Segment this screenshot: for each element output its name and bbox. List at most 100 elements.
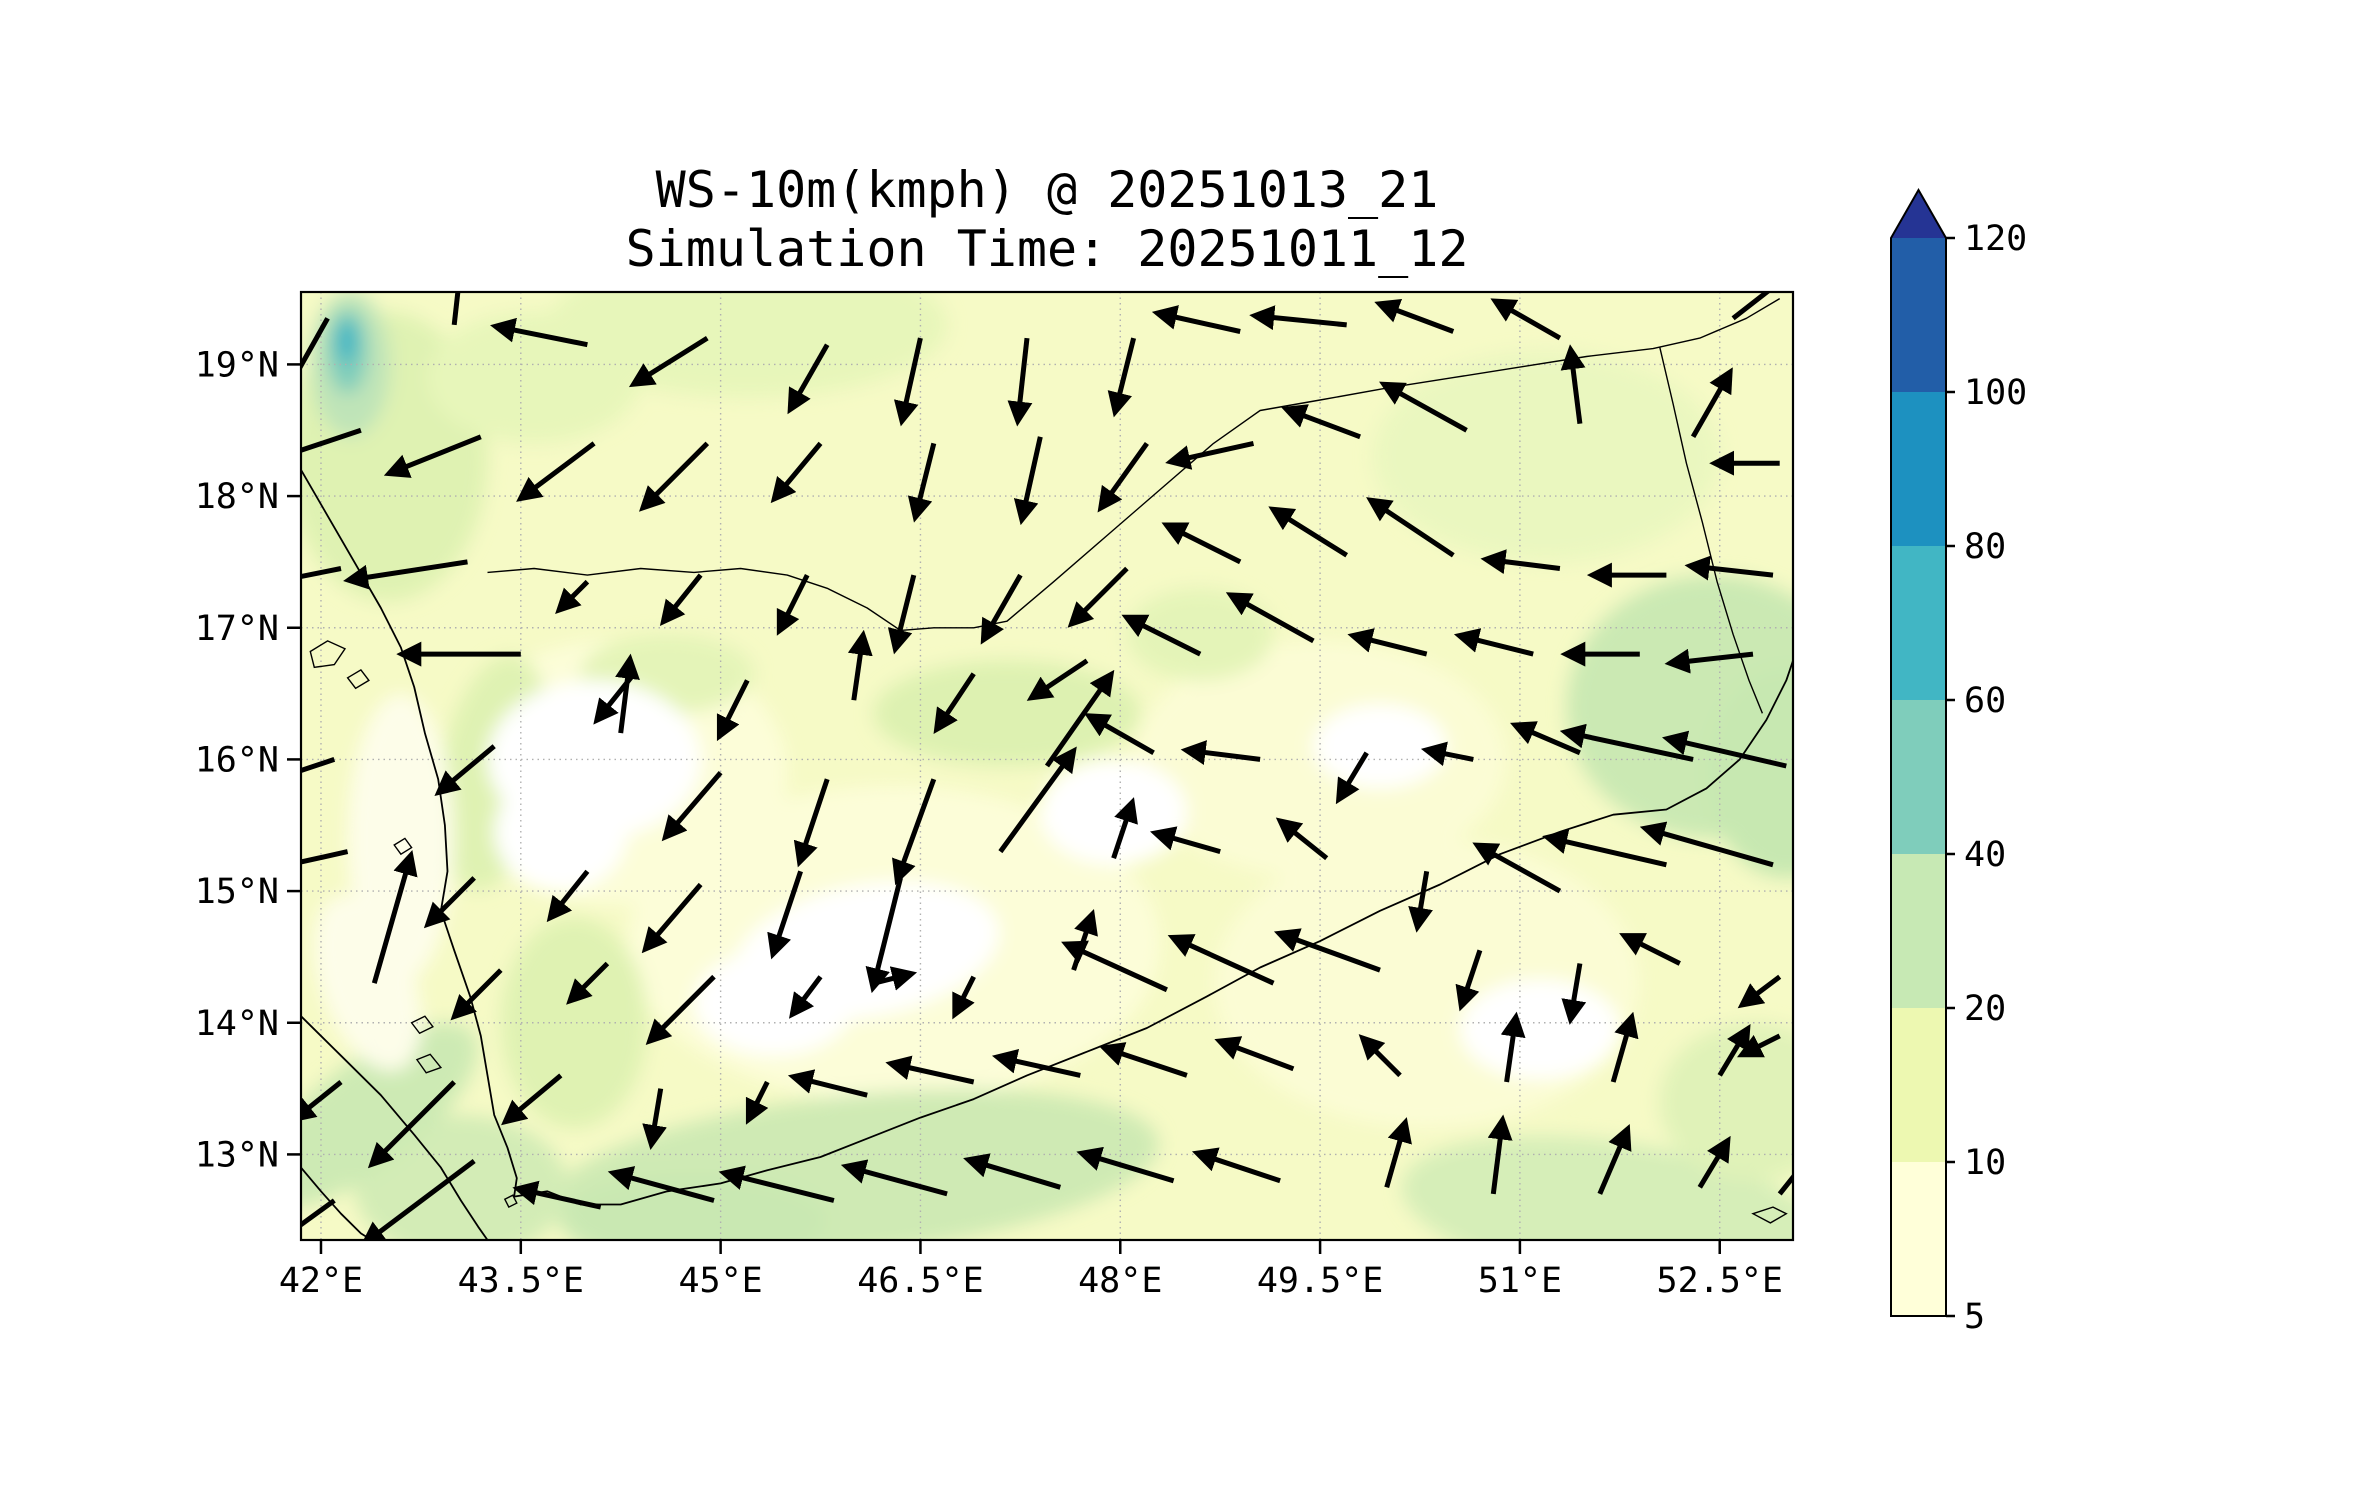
wind-arrow <box>1067 566 1129 628</box>
contour-blob <box>494 772 628 892</box>
wind-arrow <box>1161 522 1242 565</box>
contour-blob <box>694 950 854 1056</box>
wind-arrow <box>628 335 709 388</box>
country-border <box>1659 347 1764 714</box>
wind-arrow <box>787 1069 868 1098</box>
wind-arrow <box>1408 870 1433 933</box>
wind-arrow <box>793 778 830 868</box>
wind-arrow <box>555 579 590 615</box>
wind-arrow <box>1180 740 1261 765</box>
contour-blob <box>873 660 1141 766</box>
wind-arrow <box>638 441 710 512</box>
wind-arrow <box>1191 1147 1281 1184</box>
wind-arrow <box>1107 337 1137 418</box>
wind-arrow <box>907 442 937 523</box>
wind-arrow <box>840 1159 948 1197</box>
wind-arrow <box>301 317 330 371</box>
wind-arrow <box>1149 826 1221 855</box>
x-tick-label: 43.5°E <box>458 1261 584 1301</box>
wind-arrow <box>423 876 476 929</box>
colorbar-segment <box>1891 854 1946 1008</box>
contour-blob <box>1040 759 1187 865</box>
wind-arrow <box>1275 817 1329 861</box>
wind-arrow-layer <box>301 292 1793 1240</box>
y-tick-label: 18°N <box>195 477 279 517</box>
wind-arrow <box>1347 628 1428 657</box>
contour-blob <box>1460 979 1620 1080</box>
wind-arrow <box>1731 292 1771 321</box>
wind-arrow <box>998 746 1077 854</box>
wind-arrow <box>659 573 703 626</box>
wind-arrow <box>1384 1117 1412 1188</box>
contour-blob <box>301 1022 478 1207</box>
wind-arrow <box>1684 555 1774 581</box>
wind-arrow <box>980 573 1023 645</box>
y-axis: 13°N 14°N 15°N 16°N 17°N 18°N 19°N <box>195 345 301 1175</box>
wind-arrow <box>1273 928 1381 973</box>
wind-arrow <box>1661 730 1787 769</box>
colorbar-tick-label: 80 <box>1964 527 2006 567</box>
wind-arrow <box>1281 404 1361 440</box>
wind-arrow <box>1167 934 1275 986</box>
wind-arrow <box>371 849 418 984</box>
wind-arrow <box>1490 298 1562 341</box>
wind-arrow <box>1379 381 1468 433</box>
plot-frame <box>299 290 1795 1242</box>
wind-arrow <box>367 1080 456 1169</box>
wind-arrow <box>1358 1034 1402 1078</box>
colorbar-tick-label: 120 <box>1964 219 2027 259</box>
island-outline <box>309 640 347 669</box>
wind-arrow <box>1542 829 1667 868</box>
wind-arrow <box>1249 305 1347 331</box>
contour-blob <box>1659 1022 1793 1181</box>
wind-arrow <box>546 869 590 923</box>
wind-arrow <box>1487 1114 1513 1195</box>
wind-arrow <box>1268 506 1349 558</box>
colorbar-tick-label: 40 <box>1964 835 2006 875</box>
colorbar-tick-label: 60 <box>1964 681 2006 721</box>
wind-arrow <box>933 672 976 735</box>
wind-arrow <box>615 653 640 734</box>
wind-arrow <box>873 966 918 991</box>
coastline <box>301 469 1793 1206</box>
wind-arrow <box>1420 741 1474 767</box>
wind-arrow <box>343 559 468 590</box>
x-axis: 42°E 43.5°E 45°E 46.5°E 48°E 49.5°E 51°E 52.5°E <box>279 1240 1783 1301</box>
contour-blob <box>500 917 648 1129</box>
wind-arrow <box>885 1055 975 1085</box>
wind-arrow <box>776 573 810 636</box>
wind-arrow <box>1061 940 1168 993</box>
island-outline <box>410 1015 434 1035</box>
y-tick-label: 15°N <box>195 872 279 912</box>
wind-arrow <box>847 629 873 701</box>
wind-arrow <box>1639 821 1774 868</box>
wind-arrow <box>787 343 830 415</box>
wind-arrow <box>301 1198 336 1228</box>
wind-arrow <box>1225 592 1315 644</box>
wind-arrow <box>516 441 596 502</box>
colorbar-extend-triangle <box>1891 190 1946 238</box>
wind-arrow <box>451 292 461 326</box>
wind-arrow <box>1736 1033 1781 1058</box>
colorbar-tick-label: 10 <box>1964 1143 2006 1183</box>
wind-arrow <box>745 1080 770 1125</box>
contour-blob <box>1373 351 1720 562</box>
wind-arrow <box>450 968 503 1021</box>
wind-arrow <box>767 870 803 960</box>
grid-layer <box>301 292 1793 1240</box>
wind-arrow <box>490 317 588 348</box>
wind-arrow <box>892 778 937 886</box>
wind-arrow <box>1690 367 1733 439</box>
wind-arrow <box>645 974 716 1046</box>
x-tick-label: 46.5°E <box>857 1261 983 1301</box>
y-tick-label: 19°N <box>195 345 279 385</box>
wind-arrow <box>301 427 362 453</box>
wind-arrow <box>1214 1036 1295 1072</box>
plot-subtitle: Simulation Time: 20251011_12 <box>626 220 1469 278</box>
wind-arrow <box>1374 298 1455 334</box>
wind-arrow <box>434 744 496 797</box>
wind-arrow <box>1597 1124 1632 1195</box>
island-outline <box>346 668 370 690</box>
wind-arrow <box>1619 933 1681 966</box>
